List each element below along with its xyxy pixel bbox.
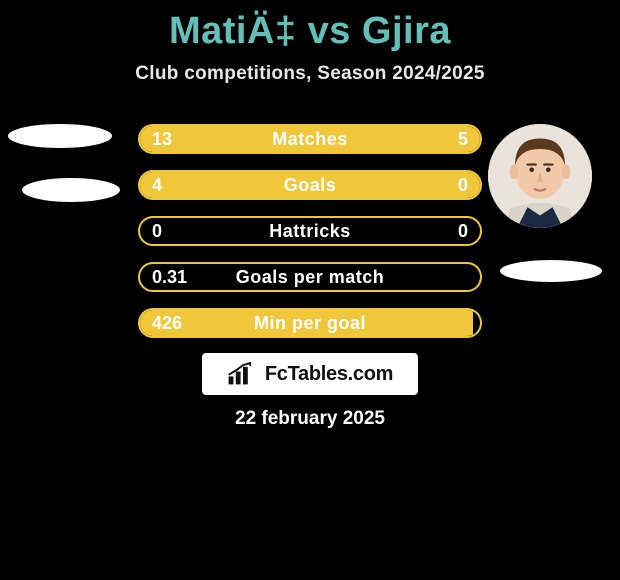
page-title: MatiÄ‡ vs Gjira xyxy=(0,0,620,53)
player-right-name-blob xyxy=(500,260,602,282)
stat-row: 426Min per goal xyxy=(138,308,482,338)
stats-rows: 13Matches54Goals00Hattricks00.31Goals pe… xyxy=(138,124,482,354)
stat-value-right: 0 xyxy=(458,218,468,244)
player-right-avatar xyxy=(488,124,592,228)
stat-label: Matches xyxy=(140,126,480,152)
player-left-blob-1 xyxy=(22,178,120,202)
stat-row: 13Matches5 xyxy=(138,124,482,154)
subtitle: Club competitions, Season 2024/2025 xyxy=(0,63,620,85)
stat-row: 4Goals0 xyxy=(138,170,482,200)
stat-value-right: 0 xyxy=(458,172,468,198)
stat-label: Hattricks xyxy=(140,218,480,244)
stat-value-right: 5 xyxy=(458,126,468,152)
stat-label: Min per goal xyxy=(140,310,480,336)
bar-chart-icon xyxy=(227,362,259,386)
stat-label: Goals xyxy=(140,172,480,198)
comparison-card: MatiÄ‡ vs Gjira Club competitions, Seaso… xyxy=(0,0,620,580)
date-label: 22 february 2025 xyxy=(0,408,620,430)
stat-row: 0Hattricks0 xyxy=(138,216,482,246)
stat-label: Goals per match xyxy=(140,264,480,290)
stat-row: 0.31Goals per match xyxy=(138,262,482,292)
player-left-blob-0 xyxy=(8,124,112,148)
brand-text: FcTables.com xyxy=(265,363,393,386)
brand-logo: FcTables.com xyxy=(202,353,418,395)
